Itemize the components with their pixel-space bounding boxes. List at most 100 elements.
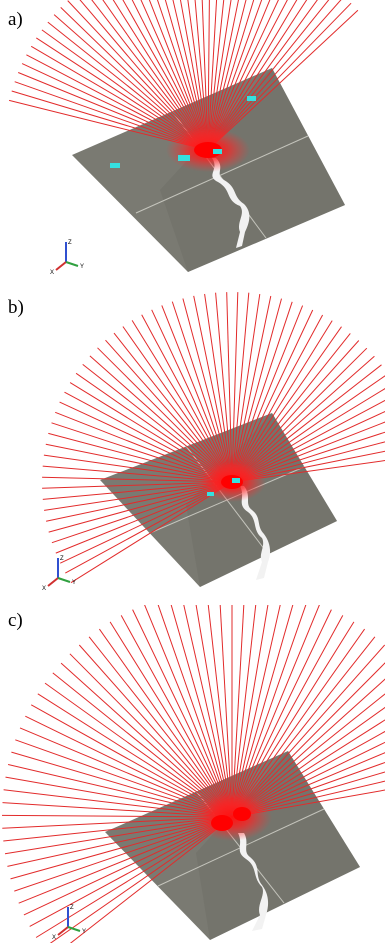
ray-line	[235, 399, 385, 481]
sensor-marker	[110, 163, 120, 168]
ray-line	[30, 45, 205, 149]
ray-line	[183, 605, 232, 814]
ray-line	[209, 0, 288, 147]
ray-line	[232, 605, 307, 814]
ray-line	[59, 401, 229, 481]
axis-triad-a: Z X Y	[50, 240, 84, 276]
ray-line	[132, 609, 231, 814]
ray-fan-a	[8, 0, 359, 150]
ray-line	[210, 9, 359, 148]
ray-line	[48, 432, 229, 482]
ray-line	[122, 326, 231, 479]
ray-line	[234, 340, 360, 480]
ray-line	[233, 615, 344, 814]
ray-line	[201, 0, 209, 147]
ray-line	[113, 332, 230, 480]
panel-a: a) Z X Y	[0, 0, 385, 290]
ray-line	[60, 7, 206, 148]
ray-fan-b	[42, 292, 385, 584]
ray-line	[55, 483, 229, 554]
sensor-marker	[232, 478, 240, 483]
panel-label-b: b)	[8, 297, 24, 318]
sensor-marker	[247, 96, 256, 101]
ray-line	[170, 605, 232, 814]
ray-line	[235, 450, 385, 482]
ray-line	[23, 818, 229, 916]
ray-line	[208, 0, 247, 147]
axis-triad-b: Z X Y	[42, 556, 76, 592]
ray-line	[179, 0, 208, 147]
ray-line	[70, 483, 229, 584]
ray-line	[1, 814, 229, 818]
scene-b: Z X Y	[42, 292, 385, 592]
ray-line	[232, 605, 281, 814]
ray-line	[25, 715, 229, 816]
ray-line	[82, 364, 230, 480]
axis-label-y: Y	[80, 264, 84, 270]
ray-line	[10, 817, 229, 880]
ray-line	[55, 411, 229, 481]
terrain-shading	[186, 413, 337, 587]
ray-line	[233, 326, 342, 479]
ray-line	[235, 441, 385, 482]
ray-line	[235, 789, 385, 817]
ray-line	[234, 678, 385, 815]
ray-line	[18, 818, 229, 904]
ray-line	[233, 309, 314, 479]
ray-line	[148, 0, 207, 147]
ray-line	[234, 333, 351, 480]
ray-line	[219, 605, 233, 814]
ray-line	[14, 81, 205, 150]
ray-line	[3, 816, 229, 842]
ray-line	[210, 2, 352, 148]
ray-line	[208, 0, 263, 147]
ray-line	[78, 644, 230, 815]
ray-line	[187, 0, 208, 147]
axis-label-z: Z	[68, 240, 72, 246]
ray-line	[88, 636, 230, 815]
ray-line	[37, 693, 229, 816]
ray-line	[233, 320, 333, 479]
ray-line	[234, 693, 385, 815]
ray-line	[182, 298, 232, 479]
ray-line	[232, 298, 282, 479]
ray-fan-c	[1, 605, 385, 943]
ray-line	[208, 0, 239, 147]
ray-line	[207, 0, 218, 147]
ray-line	[42, 465, 229, 483]
scene-c: Z X Y	[1, 605, 385, 943]
ray-line	[235, 460, 385, 482]
ray-line	[193, 295, 232, 479]
terrain-shading	[160, 68, 345, 272]
ray-line	[226, 292, 233, 479]
sensor-marker	[178, 155, 190, 161]
ray-line	[44, 482, 229, 511]
ray-line	[59, 483, 229, 564]
ray-line	[207, 0, 210, 147]
ray-line	[140, 0, 207, 147]
ray-line	[98, 628, 231, 814]
ray-line	[232, 295, 272, 479]
ray-line	[43, 454, 229, 482]
ray-line	[233, 628, 366, 814]
ray-line	[235, 431, 385, 482]
ray-line	[231, 605, 245, 814]
ray-line	[235, 752, 385, 816]
ray-line	[52, 672, 230, 815]
ray-line	[102, 0, 207, 147]
river	[240, 486, 271, 580]
panel-b: b) Z X Y	[0, 290, 385, 605]
ray-line	[232, 605, 294, 814]
ray-line	[233, 305, 304, 479]
axis-label-x: X	[50, 270, 54, 276]
ray-line	[36, 37, 205, 149]
ray-line	[19, 727, 229, 816]
ray-line	[7, 817, 229, 867]
ray-line	[232, 294, 261, 479]
axis-label-y: Y	[72, 580, 76, 586]
ray-line	[75, 372, 229, 481]
terrain-shading	[196, 751, 360, 940]
ray-origin-core	[233, 807, 251, 821]
ray-line	[235, 730, 385, 816]
ray-line	[171, 301, 232, 479]
